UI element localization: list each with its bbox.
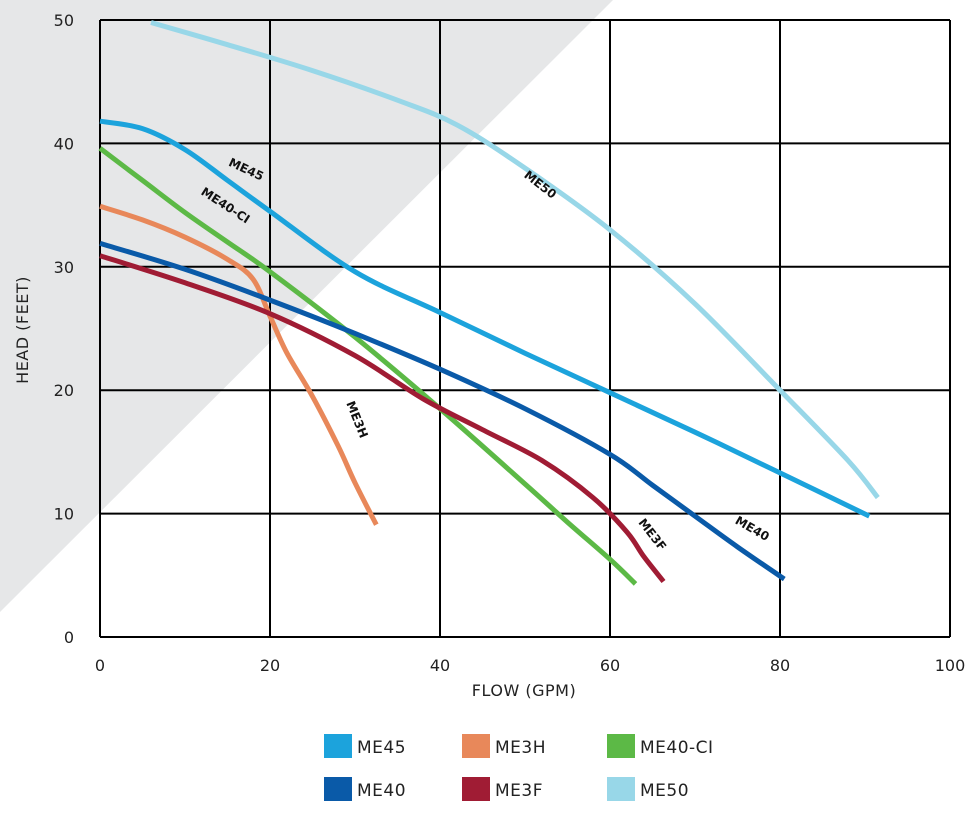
legend-item-me40-ci: ME40-CI	[607, 734, 714, 758]
series-line-me40-ci	[98, 146, 638, 586]
legend-label: ME40-CI	[640, 738, 714, 758]
legend-swatch	[324, 777, 352, 801]
x-tick-label: 20	[260, 656, 280, 675]
y-tick-label: 0	[64, 628, 74, 647]
y-axis-label: HEAD (FEET)	[13, 276, 32, 384]
y-tick-label: 50	[54, 11, 74, 30]
series-line-me40	[99, 241, 786, 582]
y-tick-label: 20	[54, 381, 74, 400]
y-axis-ticks: 0 10 20 30 40 50	[54, 11, 74, 647]
legend-label: ME3F	[495, 781, 543, 801]
legend-swatch	[462, 734, 490, 758]
legend-item-me40: ME40	[324, 777, 406, 801]
grid	[99, 19, 951, 638]
curve-label-me50: ME50	[521, 168, 559, 202]
series-line-me50	[150, 20, 880, 500]
legend-swatch	[607, 734, 635, 758]
x-tick-label: 60	[600, 656, 620, 675]
background-shading	[0, 0, 613, 612]
x-axis-label: FLOW (GPM)	[472, 681, 576, 700]
legend-item-me3f: ME3F	[462, 777, 543, 801]
x-tick-label: 80	[770, 656, 790, 675]
series-line-me3f	[99, 253, 666, 584]
legend-label: ME3H	[495, 738, 546, 758]
x-tick-label: 100	[935, 656, 966, 675]
x-tick-label: 40	[430, 656, 450, 675]
legend-label: ME50	[640, 781, 689, 801]
legend-item-me50: ME50	[607, 777, 689, 801]
legend-swatch	[607, 777, 635, 801]
y-tick-label: 30	[54, 258, 74, 277]
legend-label: ME45	[357, 738, 406, 758]
legend: ME45 ME3H ME40-CI ME40 ME3F ME50	[324, 734, 714, 801]
y-tick-label: 10	[54, 505, 74, 524]
legend-label: ME40	[357, 781, 406, 801]
curve-label-me3h: ME3H	[343, 399, 370, 440]
x-tick-label: 0	[95, 656, 105, 675]
curve-label-me40: ME40	[733, 513, 772, 544]
legend-item-me3h: ME3H	[462, 734, 546, 758]
legend-swatch	[324, 734, 352, 758]
legend-swatch	[462, 777, 490, 801]
series-lines	[98, 20, 880, 586]
y-tick-label: 40	[54, 134, 74, 153]
x-axis-ticks: 0 20 40 60 80 100	[95, 656, 965, 675]
series-line-me45	[99, 118, 871, 519]
legend-item-me45: ME45	[324, 734, 406, 758]
